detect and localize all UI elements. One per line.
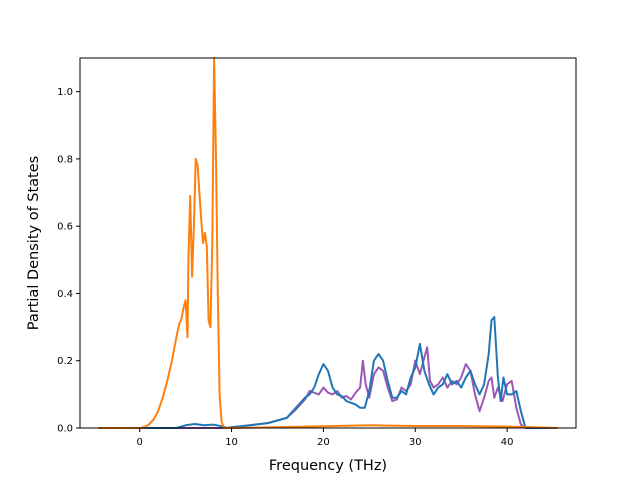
y-tick-label: 0.6 — [57, 222, 73, 233]
series-line-2 — [98, 316, 558, 429]
plot-area — [80, 58, 576, 428]
x-tick-label: 0 — [137, 437, 143, 448]
plot-frame — [79, 57, 577, 429]
y-axis-title: Partial Density of States — [26, 156, 42, 330]
x-tick-label: 40 — [501, 437, 514, 448]
y-axis: 0.0 0.2 0.4 0.6 0.8 1.0 — [57, 87, 80, 435]
x-axis: 0 10 20 30 40 — [137, 428, 514, 448]
x-tick-label: 10 — [225, 437, 238, 448]
series-line-1 — [98, 346, 558, 429]
x-tick-label: 20 — [317, 437, 330, 448]
y-tick-label: 0.4 — [57, 289, 73, 300]
y-tick-label: 0.8 — [57, 154, 73, 165]
y-tick-label: 0.0 — [57, 424, 73, 435]
y-tick-label: 1.0 — [57, 87, 73, 98]
y-tick-label: 0.2 — [57, 356, 73, 367]
x-tick-label: 30 — [409, 437, 422, 448]
x-axis-title: Frequency (THz) — [269, 458, 387, 474]
